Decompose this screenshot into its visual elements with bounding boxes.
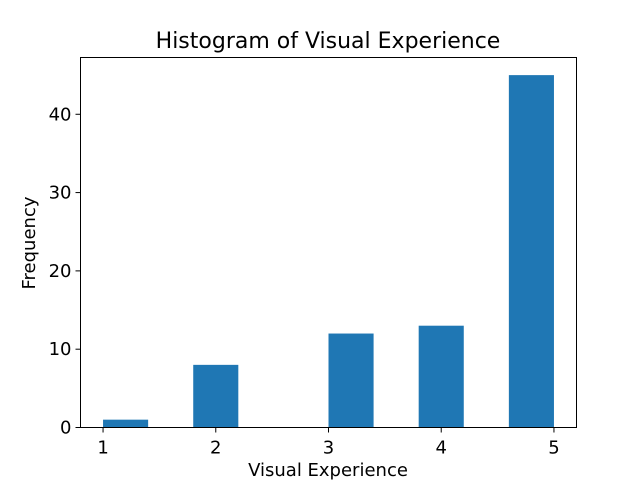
y-tick-label: 20 (49, 261, 72, 282)
histogram-bar-0 (103, 419, 149, 428)
chart-title: Histogram of Visual Experience (156, 29, 501, 54)
histogram-bar-7 (418, 325, 464, 428)
x-axis-label: Visual Experience (248, 460, 408, 480)
x-tick-label: 4 (436, 438, 447, 459)
y-tick-label: 10 (49, 339, 72, 360)
bars-group (103, 75, 554, 428)
x-tick-label: 3 (323, 438, 334, 459)
y-axis-ticks: 0 10 20 30 40 (49, 104, 81, 439)
plot-frame (80, 57, 577, 428)
x-tick-label: 5 (548, 438, 559, 459)
y-tick-label: 30 (49, 183, 72, 204)
histogram-bar-9 (508, 75, 554, 428)
x-tick-label: 2 (210, 438, 221, 459)
y-tick-label: 0 (60, 418, 71, 439)
x-tick-label: 1 (97, 438, 108, 459)
y-axis-label: Frequency (19, 196, 40, 289)
y-tick-label: 40 (49, 104, 72, 125)
x-axis-ticks: 1 2 3 4 5 (97, 427, 560, 459)
histogram-bar-2 (193, 364, 239, 428)
histogram-bar-5 (328, 333, 374, 428)
